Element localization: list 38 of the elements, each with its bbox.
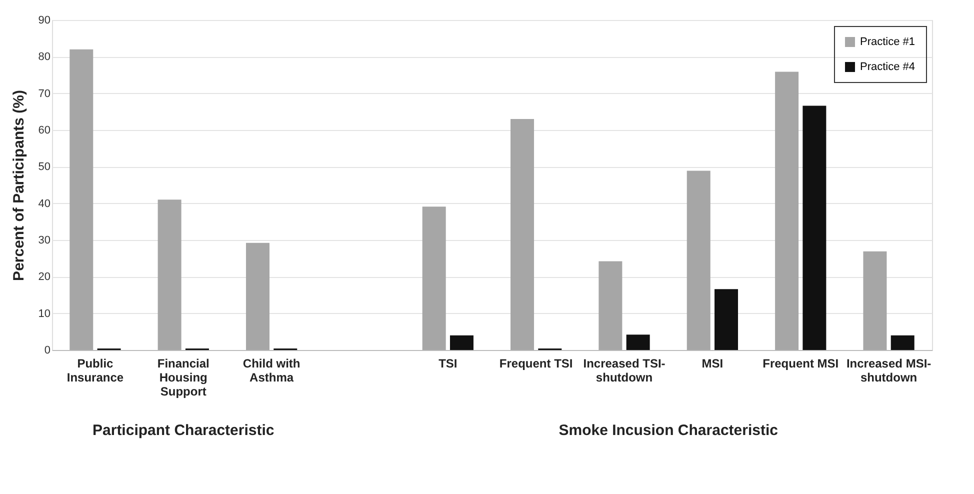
legend-label: Practice #4: [860, 61, 916, 73]
y-tick-label: 10: [38, 308, 50, 320]
y-tick-label: 20: [38, 271, 50, 284]
y-tick-label: 80: [38, 51, 50, 64]
y-tick-label: 0: [44, 344, 50, 356]
y-tick-label: 30: [38, 234, 50, 246]
y-tick-label: 60: [38, 124, 50, 136]
x-tick-label: Frequent TSI: [499, 356, 573, 370]
x-tick-label: Public Insurance: [66, 356, 124, 384]
x-tick-label: Frequent MSI: [762, 356, 839, 370]
bar: [802, 106, 826, 350]
bar: [70, 49, 94, 350]
x-tick-label: Increased MSI-shutdown: [846, 356, 932, 384]
text: Participant Characteristic: [92, 422, 274, 439]
y-tick-label: 40: [38, 198, 50, 210]
bar: [422, 206, 446, 350]
x-tick-label: Financial Housing Support: [157, 356, 210, 398]
y-axis-title: Percent of Participants (%): [10, 90, 28, 281]
bar: [686, 170, 710, 350]
bar: [510, 119, 534, 350]
x-tick-label: TSI: [438, 356, 458, 370]
text: Smoke Incusion Characteristic: [558, 422, 778, 439]
bar: [714, 289, 738, 350]
y-tick-label: 90: [38, 14, 50, 26]
y-tick-label: 70: [38, 88, 50, 100]
bar: [246, 242, 270, 350]
x-tick-label: MSI: [702, 356, 724, 370]
bar: [598, 261, 622, 350]
bar: [626, 334, 650, 350]
x-tick-label: Child with Asthma: [242, 356, 300, 384]
x-tick-label: Increased TSI-shutdown: [583, 356, 666, 384]
bar: [450, 335, 474, 350]
legend-label: Practice #1: [860, 36, 916, 48]
bar: [890, 335, 914, 350]
y-tick-label: 50: [38, 161, 50, 174]
bar: [775, 72, 799, 350]
bar: [158, 200, 182, 350]
bar: [863, 251, 887, 350]
